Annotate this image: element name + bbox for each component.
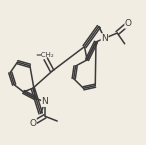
Text: O: O [125,19,132,28]
Text: N: N [101,34,108,43]
Text: =CH₂: =CH₂ [35,52,54,58]
Text: N: N [42,97,48,106]
Text: O: O [29,119,36,128]
